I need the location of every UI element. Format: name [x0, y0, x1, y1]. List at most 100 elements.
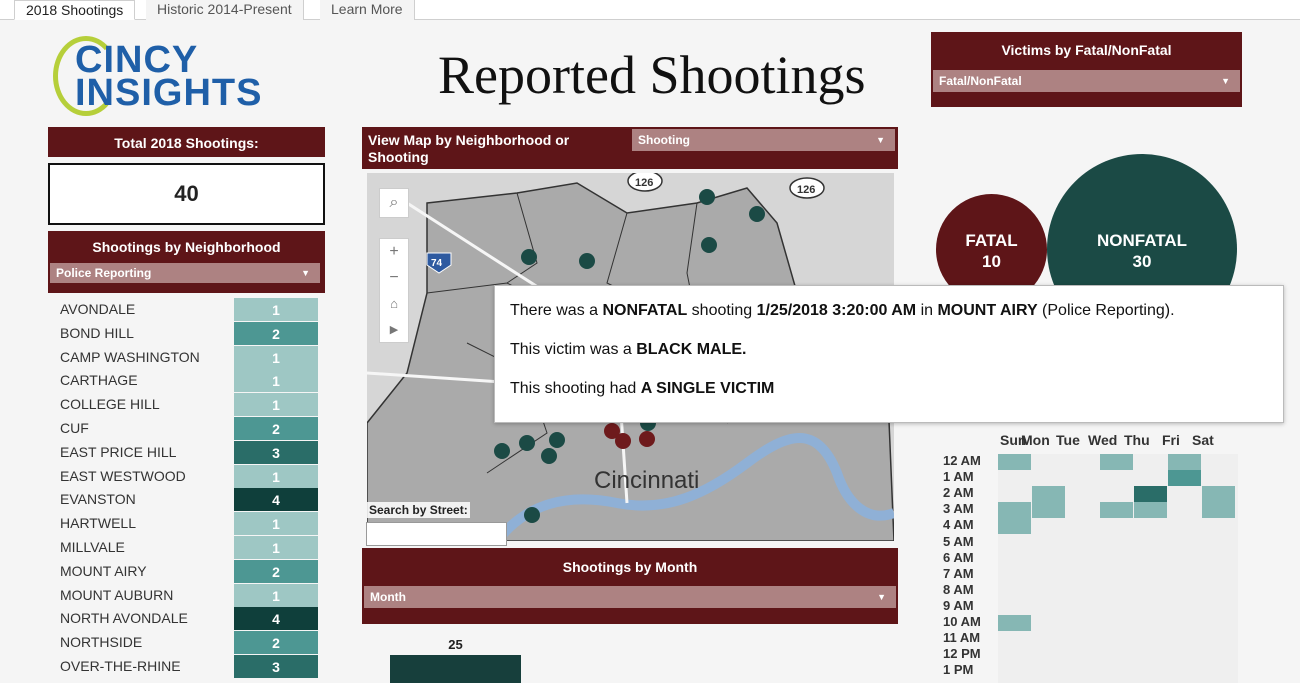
- tooltip-text: This victim was a: [510, 341, 637, 358]
- heatmap-cell[interactable]: [1134, 486, 1167, 503]
- heatmap-hour-label: 6 AM: [943, 549, 974, 565]
- neighborhood-count: 1: [234, 512, 318, 536]
- heatmap-cell[interactable]: [1202, 486, 1235, 503]
- table-row[interactable]: HARTWELL 1: [48, 512, 320, 536]
- table-row[interactable]: AVONDALE 1: [48, 298, 320, 322]
- neighborhood-count: 1: [234, 583, 318, 607]
- heatmap-cell[interactable]: [998, 454, 1031, 470]
- table-row[interactable]: EAST WESTWOOD 1: [48, 464, 320, 489]
- victims-panel: Victims by Fatal/NonFatal Fatal/NonFatal…: [931, 32, 1242, 107]
- tooltip-text: There was a: [510, 302, 603, 319]
- heatmap-cell[interactable]: [1202, 502, 1235, 519]
- neighborhood-name: CARTHAGE: [60, 372, 138, 389]
- table-row[interactable]: NORTHSIDE 2: [48, 631, 320, 655]
- tooltip-line-3: This shooting had A SINGLE VICTIM: [510, 380, 1268, 398]
- play-icon: ▶: [389, 324, 399, 336]
- neighborhood-count: 1: [234, 536, 318, 559]
- heatmap-hour-label: 3 AM: [943, 501, 974, 517]
- map-panel-header: View Map by Neighborhood or Shooting Sho…: [362, 127, 898, 169]
- chevron-down-icon: ▼: [877, 592, 886, 602]
- route-126-label-a: 126: [635, 177, 653, 189]
- shooting-tooltip: There was a NONFATAL shooting 1/25/2018 …: [494, 285, 1284, 423]
- map-search-button[interactable]: ⌕: [379, 188, 409, 218]
- map-panel-title: View Map by Neighborhood or Shooting: [368, 132, 570, 165]
- tooltip-datetime: 1/25/2018 3:20:00 AM: [756, 302, 917, 319]
- table-row[interactable]: MOUNT AUBURN 1: [48, 583, 320, 608]
- neighborhood-name: HARTWELL: [60, 515, 136, 532]
- neighborhood-name: COLLEGE HILL: [60, 396, 160, 413]
- neighborhood-name: EAST PRICE HILL: [60, 443, 177, 460]
- table-row[interactable]: CUF 2: [48, 417, 320, 441]
- nonfatal-value: 30: [1132, 252, 1152, 271]
- search-icon: ⌕: [389, 194, 399, 211]
- neighborhood-count: 3: [234, 655, 318, 678]
- table-row[interactable]: CAMP WASHINGTON 1: [48, 345, 320, 370]
- logo-ring-icon: [53, 36, 119, 116]
- pan-mode-button[interactable]: ▶: [380, 317, 408, 343]
- table-row[interactable]: OVER-THE-RHINE 3: [48, 655, 320, 679]
- table-row[interactable]: MILLVALE 1: [48, 536, 320, 560]
- heatmap-cell[interactable]: [1032, 486, 1065, 503]
- heatmap-cell[interactable]: [1100, 454, 1133, 470]
- table-row[interactable]: BOND HILL 2: [48, 321, 320, 346]
- neighborhood-name: EAST WESTWOOD: [60, 467, 186, 484]
- neighborhood-name: NORTH AVONDALE: [60, 610, 188, 627]
- neighborhood-count: 2: [234, 321, 318, 345]
- zoom-in-button[interactable]: +: [380, 239, 408, 265]
- month-dropdown[interactable]: Month ▼: [364, 586, 896, 608]
- month-bar-label: 25: [448, 637, 463, 652]
- heatmap-day-label: Fri: [1162, 432, 1180, 448]
- heatmap-cell[interactable]: [1134, 502, 1167, 519]
- tooltip-text: (Police Reporting).: [1037, 302, 1175, 319]
- tooltip-text: in: [916, 302, 938, 319]
- heatmap-cell[interactable]: [1168, 470, 1201, 487]
- heatmap-hour-label: 5 AM: [943, 533, 974, 549]
- chevron-down-icon: ▼: [1221, 76, 1230, 86]
- neighborhood-name: MILLVALE: [60, 539, 125, 555]
- tooltip-victim-count: A SINGLE VICTIM: [640, 380, 775, 397]
- map-view-dropdown[interactable]: Shooting ▼: [632, 129, 895, 151]
- month-panel-title: Shootings by Month: [562, 559, 698, 575]
- neighborhood-name: CUF: [60, 420, 89, 436]
- table-row[interactable]: CARTHAGE 1: [48, 369, 320, 393]
- heatmap-cell[interactable]: [1032, 502, 1065, 519]
- month-panel: Shootings by Month Month ▼: [362, 548, 898, 624]
- heatmap-hour-label: 12 AM: [943, 453, 981, 468]
- tab-learn-more[interactable]: Learn More: [320, 0, 415, 20]
- neighborhood-name: NORTHSIDE: [60, 634, 143, 651]
- tab-historic[interactable]: Historic 2014-Present: [146, 0, 304, 20]
- tooltip-text: This shooting had: [510, 380, 641, 397]
- total-shootings-value: 40: [48, 163, 325, 225]
- route-126-label-b: 126: [797, 184, 815, 196]
- table-row[interactable]: NORTH AVONDALE 4: [48, 607, 320, 631]
- table-row[interactable]: EAST PRICE HILL 3: [48, 440, 320, 465]
- table-row[interactable]: MOUNT AIRY 2: [48, 559, 320, 584]
- table-row[interactable]: COLLEGE HILL 1: [48, 393, 320, 417]
- heatmap-cell[interactable]: [1100, 502, 1133, 519]
- month-bar[interactable]: [390, 655, 521, 683]
- table-row[interactable]: EVANSTON 4: [48, 488, 320, 512]
- heatmap-cell[interactable]: [998, 518, 1031, 535]
- neighborhood-dropdown[interactable]: Police Reporting ▼: [50, 263, 320, 283]
- heatmap-cell[interactable]: [1168, 454, 1201, 470]
- victims-panel-title: Victims by Fatal/NonFatal: [1001, 42, 1172, 58]
- search-street-input[interactable]: [366, 522, 507, 546]
- tab-2018-shootings[interactable]: 2018 Shootings: [14, 0, 136, 20]
- fatal-dropdown[interactable]: Fatal/NonFatal ▼: [933, 70, 1240, 92]
- heatmap-cell[interactable]: [998, 502, 1031, 519]
- neighborhood-name: EVANSTON: [60, 491, 136, 508]
- reset-view-button[interactable]: ⌂: [380, 291, 408, 317]
- neighborhood-count: 4: [234, 607, 318, 631]
- zoom-out-button[interactable]: −: [380, 265, 408, 291]
- heatmap-cell[interactable]: [998, 615, 1031, 631]
- map-zoom-controls: + − ⌂ ▶: [379, 238, 409, 343]
- plus-icon: +: [389, 243, 399, 260]
- heatmap-hour-label: 8 AM: [943, 581, 974, 597]
- neighborhood-dropdown-value: Police Reporting: [56, 266, 152, 280]
- heatmap-day-label: Tue: [1056, 432, 1080, 448]
- chevron-down-icon: ▼: [876, 135, 885, 145]
- minus-icon: −: [389, 269, 399, 286]
- logo-line1: CINCY: [75, 39, 199, 81]
- heatmap-hour-label: 1 PM: [943, 662, 974, 678]
- fatal-dropdown-value: Fatal/NonFatal: [939, 74, 1022, 88]
